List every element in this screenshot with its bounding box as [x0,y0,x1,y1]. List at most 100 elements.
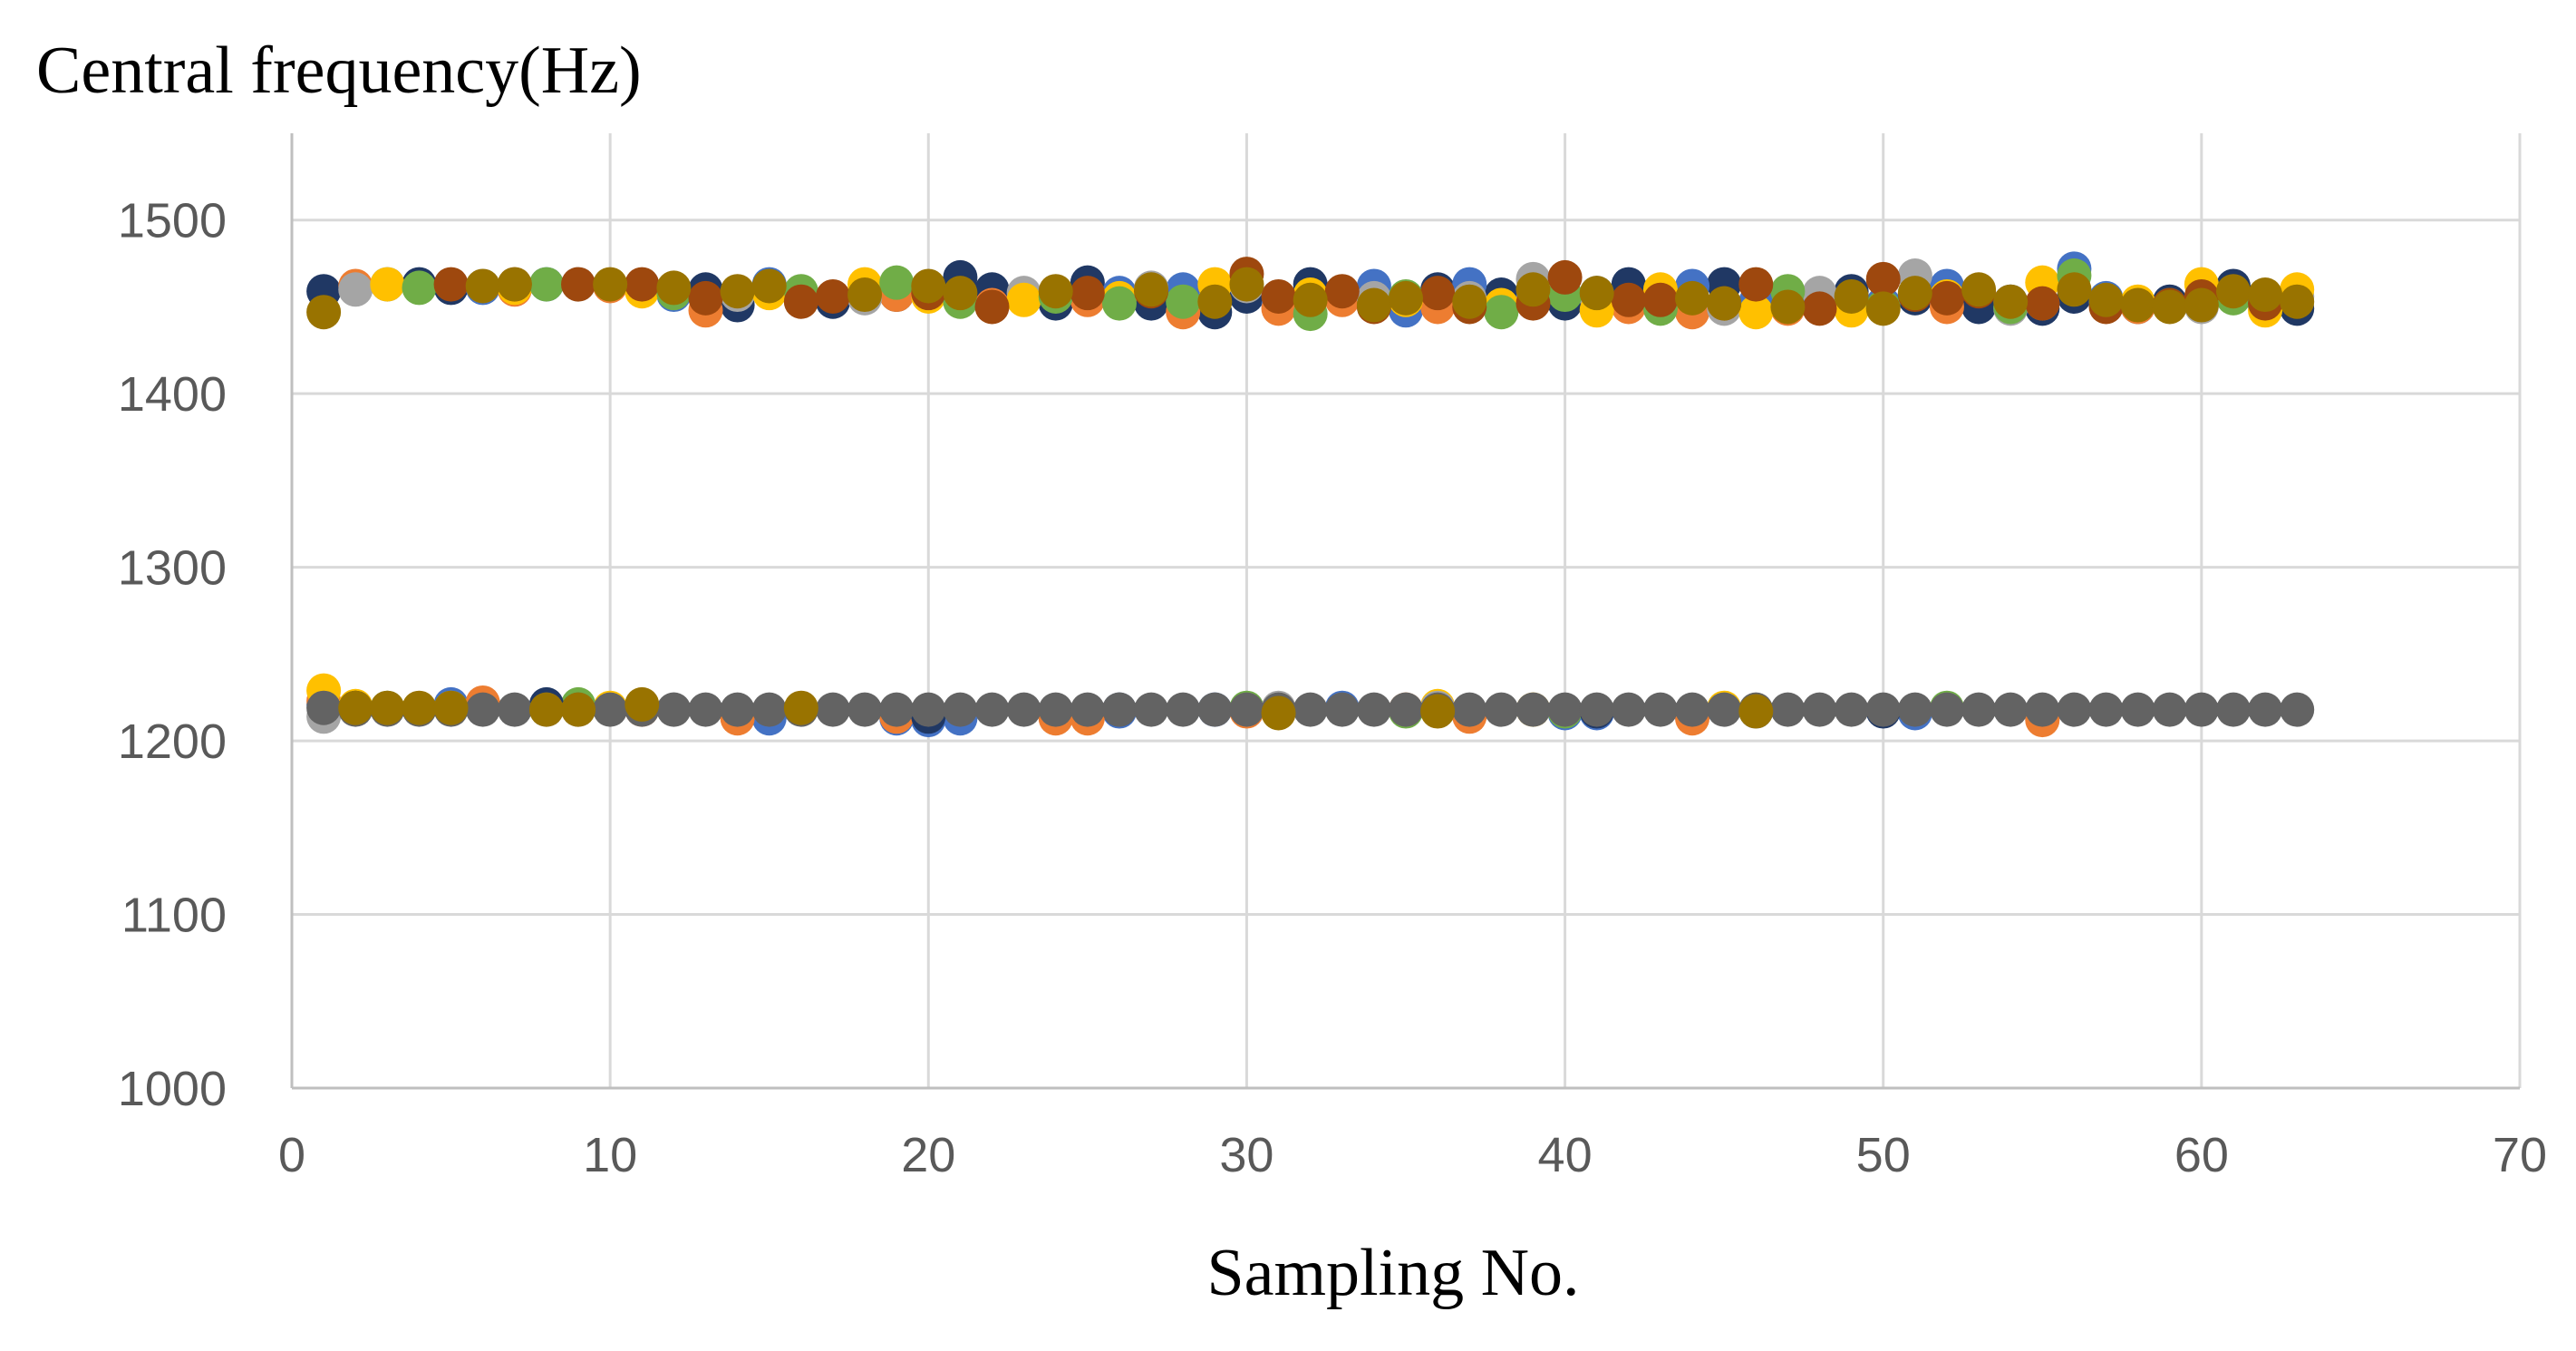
data-point [1675,280,1710,316]
data-point [465,268,500,304]
data-point [943,692,978,727]
data-point [1038,274,1073,309]
data-point [2152,692,2187,727]
data-point [847,277,883,313]
x-tick-label: 0 [278,1128,305,1182]
y-tick-label: 1000 [118,1062,227,1116]
data-point [625,267,660,302]
data-point [1834,692,1869,727]
data-point [433,267,469,302]
data-point [1738,694,1774,729]
data-point [497,692,532,727]
data-point [1993,284,2029,319]
data-point [1770,289,1806,325]
data-point [1770,692,1806,727]
data-point [1865,692,1901,727]
series-16 [338,686,1774,731]
data-point [751,692,787,727]
data-point [1389,692,1423,727]
data-point [1356,692,1391,727]
data-point [1070,276,1105,311]
data-point [879,692,915,727]
data-point [1070,692,1105,727]
data-point [1579,692,1614,727]
data-point [1611,692,1646,727]
data-point [720,692,755,727]
data-point [847,692,883,727]
data-point [1929,692,1964,727]
data-point [656,692,692,727]
data-point [1166,284,1201,319]
data-point [1865,261,1901,296]
data-point [1452,284,1487,319]
data-point [1961,692,1997,727]
data-point [1802,291,1837,326]
data-point [1006,692,1041,727]
data-point [2120,692,2155,727]
data-point [593,267,628,302]
data-point [1324,692,1360,727]
data-point [2025,286,2060,321]
data-point [1961,272,1997,307]
data-point [370,267,405,302]
data-point [402,270,437,306]
data-point [1420,694,1456,729]
data-point [1484,295,1519,330]
y-tick-label: 1100 [121,889,227,943]
data-point [1484,692,1519,727]
tick-labels: 1000 1100 1200 1300 1400 1500 0 10 20 30 40 50 60 70 [118,194,2547,1182]
data-point [720,274,755,309]
data-point [2088,282,2124,317]
y-tick-label: 1300 [118,541,227,596]
data-point [1101,692,1137,727]
x-axis-title: Sampling No. [1206,1236,1579,1310]
data-point [1865,291,1901,326]
data-point [2057,692,2092,727]
data-point [370,690,405,725]
data-point [2248,277,2283,313]
data-point [943,276,978,311]
data-point [497,267,532,302]
data-point [306,295,342,330]
data-point [974,289,1010,325]
data-point [2280,692,2315,727]
data-point [1707,286,1742,321]
x-tick-label: 20 [901,1128,955,1182]
data-point [593,692,628,727]
data-point [1547,692,1583,727]
x-tick-label: 40 [1538,1128,1593,1182]
data-point [433,690,469,725]
data-point [2057,272,2092,307]
series-15 [306,690,2315,727]
data-point [2248,692,2283,727]
data-point [783,284,818,319]
data-point [1324,274,1360,309]
data-point [2120,287,2155,323]
data-point [815,278,850,314]
data-point [1197,284,1233,319]
data-point [1293,282,1328,317]
data-point [2215,692,2251,727]
data-point [2088,692,2124,727]
data-point [561,692,596,727]
y-axis-title: Central frequency(Hz) [36,34,642,108]
data-point [815,692,850,727]
data-point [1834,278,1869,314]
data-point [1166,692,1201,727]
data-point [1579,276,1614,311]
series-8 [306,267,2315,330]
data-point [2215,274,2251,309]
data-point [1101,286,1137,321]
data-point [625,686,660,722]
data-point [306,690,342,725]
data-point [561,267,596,302]
data-point [1134,692,1169,727]
data-point [1516,692,1551,727]
y-tick-label: 1400 [118,367,227,422]
data-point [1642,692,1678,727]
data-point [1738,267,1774,302]
data-point [1197,692,1233,727]
data-point [1261,278,1296,314]
data-point [2152,289,2187,325]
